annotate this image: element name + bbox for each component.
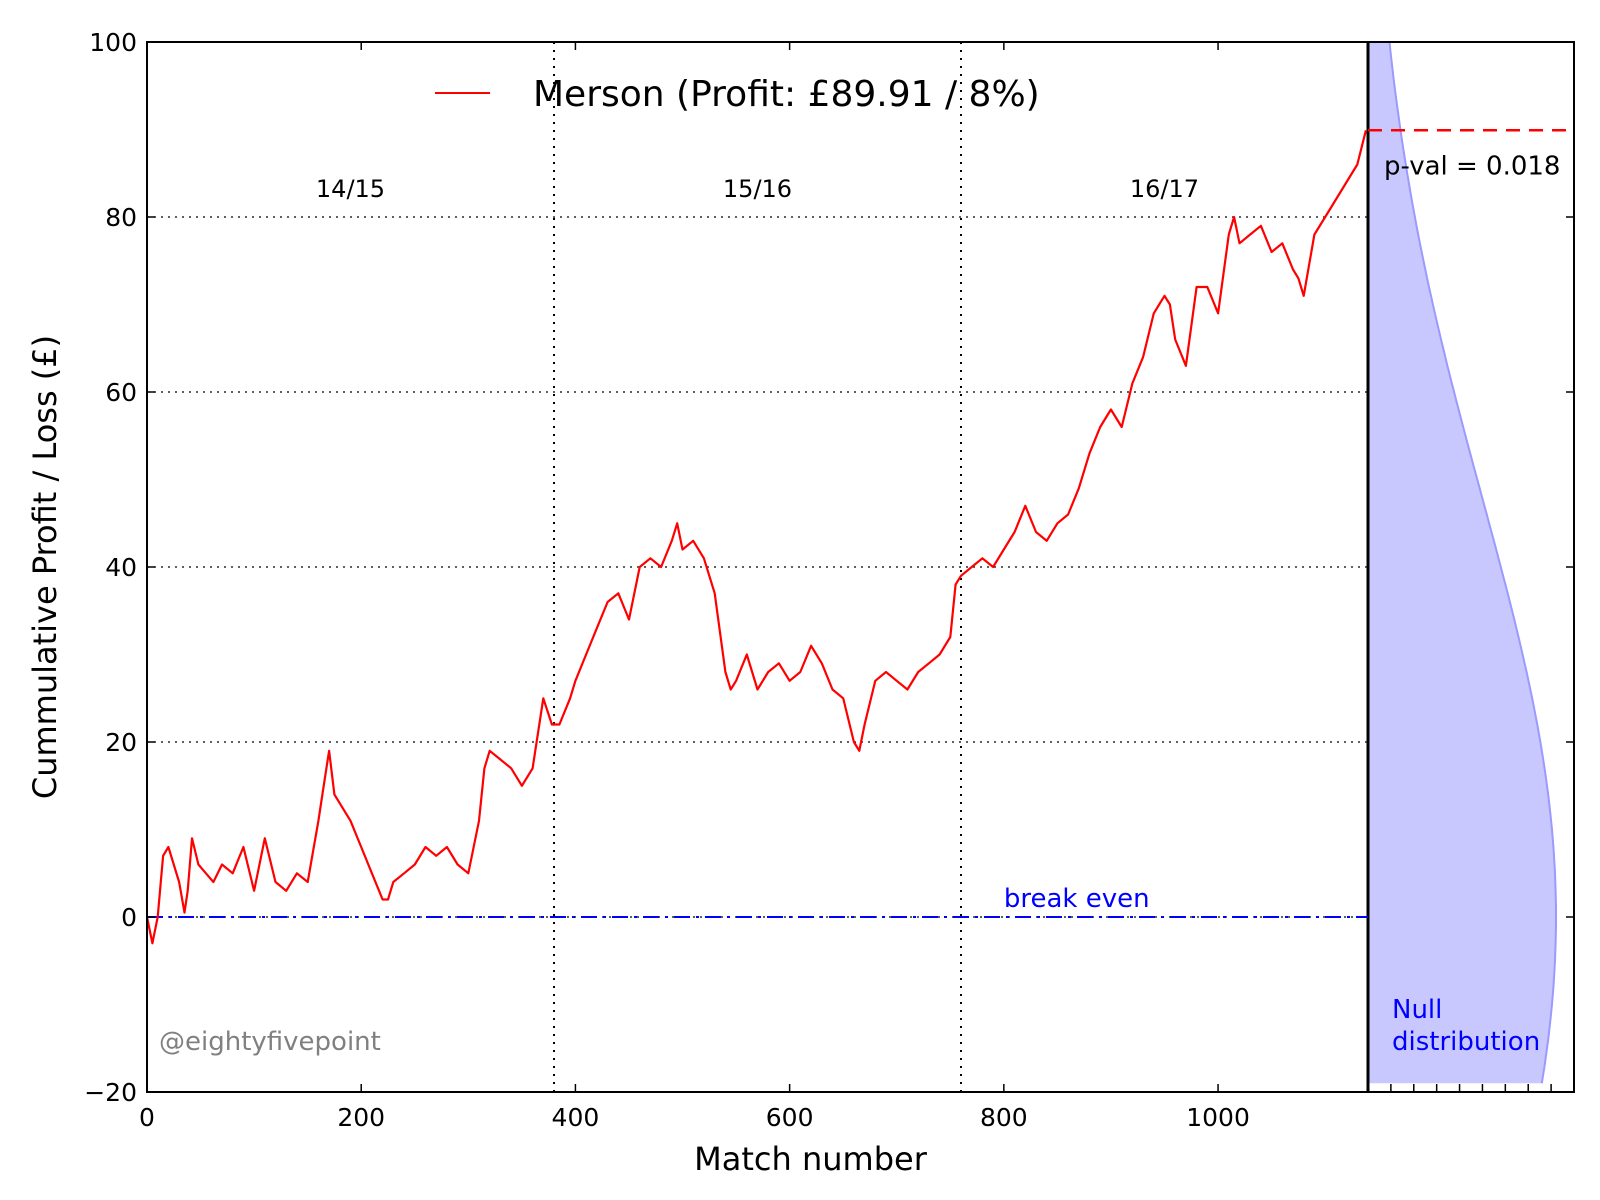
y-tick-label-80: 80: [105, 203, 137, 232]
x-tick-label-200: 200: [337, 1103, 385, 1132]
text-labels: Match number Cummulative Profit / Loss (…: [26, 151, 1560, 1178]
legend-label: Merson (Profit: £89.91 / 8%): [533, 74, 1040, 115]
y-tick-label-40: 40: [105, 553, 137, 582]
x-tick-label-600: 600: [766, 1103, 814, 1132]
null-distribution-fill: [1368, 42, 1556, 1084]
x-tick-label-400: 400: [552, 1103, 600, 1132]
p-value-label: p-val = 0.018: [1384, 151, 1560, 181]
season-label-1: 15/16: [723, 175, 792, 203]
x-tick-label-0: 0: [139, 1103, 155, 1132]
y-tick-label-60: 60: [105, 378, 137, 407]
series-line-merson: [145, 130, 1367, 945]
null-distribution-edge: [1388, 41, 1557, 1084]
season-label-0: 14/15: [316, 175, 385, 203]
x-tick-label-1000: 1000: [1186, 1103, 1250, 1132]
x-axis-label: Match number: [694, 1140, 928, 1178]
watermark-text: @eightyfivepoint: [159, 1027, 381, 1057]
season-label-2: 16/17: [1130, 175, 1199, 203]
series-layer: [145, 130, 1368, 945]
y-tick-label-100: 100: [89, 28, 137, 57]
null-label-line-1: Null: [1392, 995, 1442, 1025]
gridlines: [147, 216, 1368, 918]
x-tick-label-800: 800: [980, 1103, 1028, 1132]
null-label-line-2: distribution: [1392, 1027, 1540, 1057]
legend: Merson (Profit: £89.91 / 8%): [435, 74, 1040, 115]
season-boundaries: 14/15 15/16 16/17: [316, 42, 1199, 1092]
y-tick-label--20: −20: [84, 1078, 137, 1107]
y-tick-label-20: 20: [105, 728, 137, 757]
y-tick-label-0: 0: [121, 903, 137, 932]
break-even-label: break even: [1004, 884, 1150, 914]
y-axis-label: Cummulative Profit / Loss (£): [26, 335, 64, 799]
